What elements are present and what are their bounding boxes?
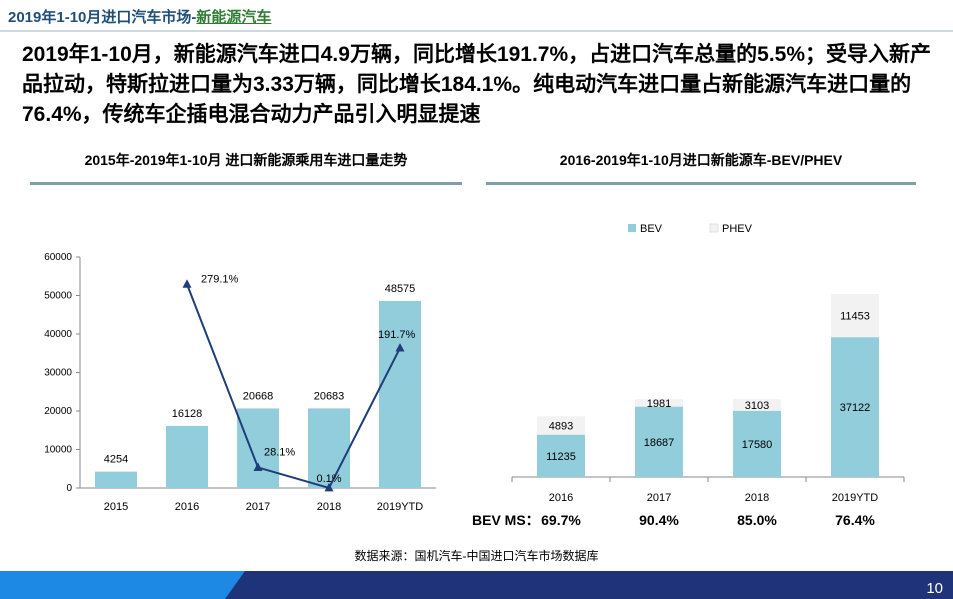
phev-value-label: 4893 — [549, 420, 573, 432]
bev-share-value: 76.4% — [835, 512, 875, 528]
x-tick-label: 2018 — [745, 492, 769, 504]
data-source-note: 数据来源：国机汽车-中国进口汽车市场数据库 — [354, 549, 599, 563]
bev-bar-2019YTD — [831, 337, 879, 477]
bar-value-label: 20668 — [243, 390, 274, 402]
bev-value-label: 17580 — [742, 439, 773, 451]
y-tick-label: 50000 — [44, 291, 72, 302]
bev-value-label: 37122 — [840, 402, 871, 414]
page-number: 10 — [926, 580, 943, 597]
bev-bar-2017 — [635, 406, 683, 477]
bar-2019YTD — [379, 300, 421, 488]
x-tick-label: 2018 — [317, 501, 341, 513]
bev-share-value: 69.7% — [541, 512, 581, 528]
title-divider — [0, 30, 953, 32]
growth-marker — [395, 343, 405, 352]
phev-bar-2017 — [635, 399, 683, 407]
headline-text: 2019年1-10月，新能源汽车进口4.9万辆，同比增长191.7%，占进口汽车… — [22, 43, 932, 126]
x-tick-label: 2019YTD — [832, 492, 879, 504]
growth-label: 279.1% — [201, 273, 239, 285]
footer-band — [0, 571, 953, 599]
x-tick-label: 2015 — [104, 501, 128, 513]
growth-marker — [182, 279, 192, 288]
growth-label: 28.1% — [264, 446, 295, 458]
phev-value-label: 1981 — [647, 398, 671, 410]
bev-share-value: 85.0% — [737, 512, 777, 528]
phev-value-label: 11453 — [840, 311, 870, 323]
x-tick-label: 2016 — [549, 492, 573, 504]
growth-label: 0.1% — [316, 473, 341, 485]
bev-share-label: BEV MS： — [472, 512, 540, 528]
growth-marker — [324, 482, 334, 492]
bar-2016 — [166, 425, 208, 488]
bar-value-label: 4254 — [104, 454, 128, 466]
bev-value-label: 18687 — [644, 437, 675, 449]
y-tick-label: 30000 — [44, 368, 72, 379]
left-chart-divider — [30, 182, 462, 185]
bev-share-value: 90.4% — [639, 512, 679, 528]
bar-2015 — [95, 471, 137, 488]
x-tick-label: 2019YTD — [377, 501, 424, 513]
right-chart-title: 2016-2019年1-10月进口新能源车-BEV/PHEV — [559, 152, 843, 168]
bev-bar-2018 — [733, 410, 781, 477]
bar-value-label: 20683 — [314, 390, 345, 402]
x-tick-label: 2017 — [647, 492, 671, 504]
legend-label-bev: BEV — [640, 223, 663, 235]
bar-value-label: 48575 — [385, 283, 416, 295]
bar-2018 — [308, 408, 350, 488]
bar-2017 — [237, 408, 279, 488]
phev-bar-2019YTD — [831, 294, 879, 338]
legend-swatch-bev — [628, 224, 636, 232]
footer-navy-band — [225, 571, 953, 599]
x-tick-label: 2017 — [246, 501, 270, 513]
left-chart-title: 2015年-2019年1-10月 进口新能源乘用车进口量走势 — [84, 152, 408, 168]
bar-value-label: 16128 — [172, 408, 203, 420]
y-tick-label: 0 — [66, 483, 72, 494]
x-tick-label: 2016 — [175, 501, 199, 513]
phev-bar-2018 — [733, 399, 781, 411]
growth-label: 191.7% — [378, 329, 416, 341]
y-tick-label: 60000 — [44, 252, 72, 263]
page-title-accent: 新能源汽车 — [196, 9, 272, 26]
page-title: 2019年1-10月进口汽车市场-新能源汽车 — [8, 9, 272, 26]
bev-bar-2016 — [537, 434, 585, 477]
right-chart-divider — [486, 182, 916, 185]
bev-value-label: 11235 — [546, 451, 576, 463]
y-tick-label: 10000 — [44, 445, 72, 456]
phev-value-label: 3103 — [745, 400, 769, 412]
footer-blue-stripe — [0, 571, 245, 599]
legend-swatch-phev — [709, 223, 719, 233]
legend-label-phev: PHEV — [722, 223, 753, 235]
phev-bar-2016 — [537, 416, 585, 435]
growth-marker — [253, 462, 263, 471]
y-tick-label: 40000 — [44, 329, 72, 340]
growth-line — [186, 283, 401, 490]
y-tick-label: 20000 — [44, 406, 72, 417]
